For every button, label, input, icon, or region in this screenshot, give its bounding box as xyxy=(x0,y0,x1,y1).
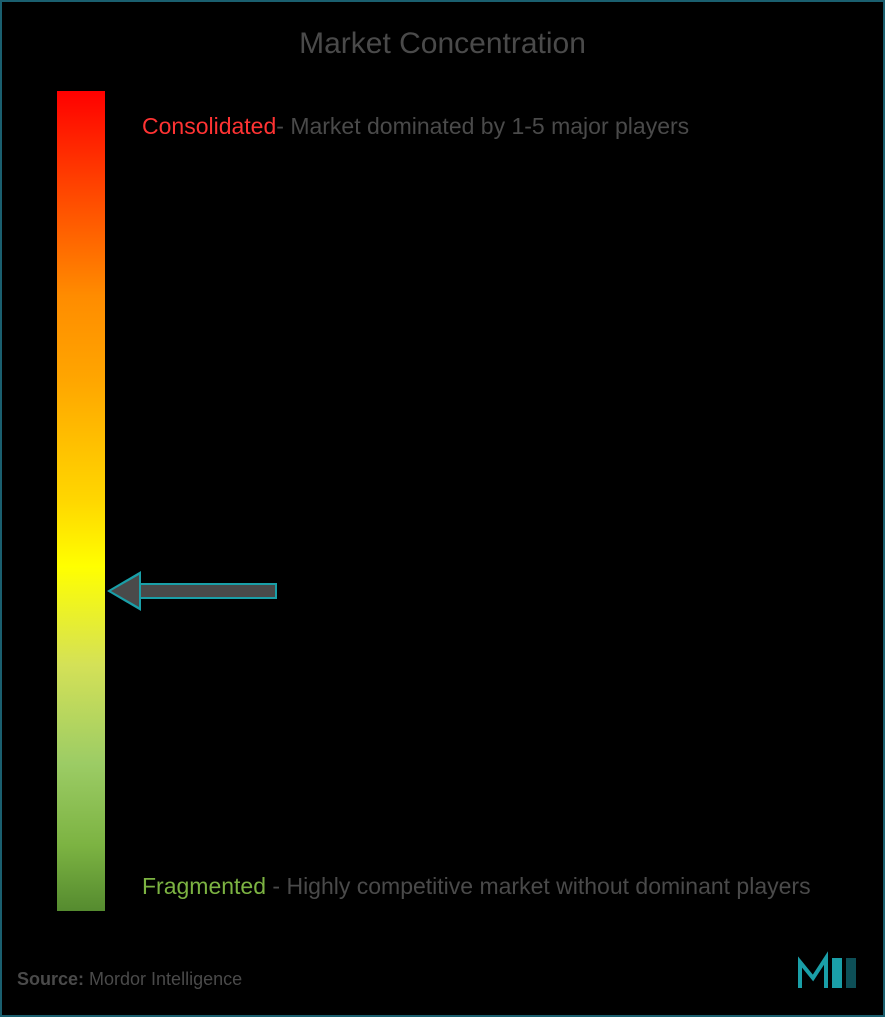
source-text: Mordor Intelligence xyxy=(84,969,242,989)
arrow-head-icon xyxy=(107,571,141,611)
consolidated-description: - Market dominated by 1-5 major players xyxy=(276,113,689,139)
fragmented-description: - Highly competitive market without domi… xyxy=(266,873,811,899)
chart-title: Market Concentration xyxy=(2,2,883,61)
concentration-gradient-bar xyxy=(57,91,105,911)
arrow-shaft xyxy=(137,583,277,599)
source-attribution: Source: Mordor Intelligence xyxy=(17,969,242,990)
source-label: Source: xyxy=(17,969,84,989)
consolidated-label: Consolidated- Market dominated by 1-5 ma… xyxy=(142,101,853,152)
fragmented-highlight: Fragmented xyxy=(142,873,266,899)
chart-content: Consolidated- Market dominated by 1-5 ma… xyxy=(2,91,883,971)
consolidated-highlight: Consolidated xyxy=(142,113,276,139)
fragmented-label: Fragmented - Highly competitive market w… xyxy=(142,861,853,912)
indicator-arrow xyxy=(107,571,277,611)
mordor-logo-icon xyxy=(798,950,858,990)
